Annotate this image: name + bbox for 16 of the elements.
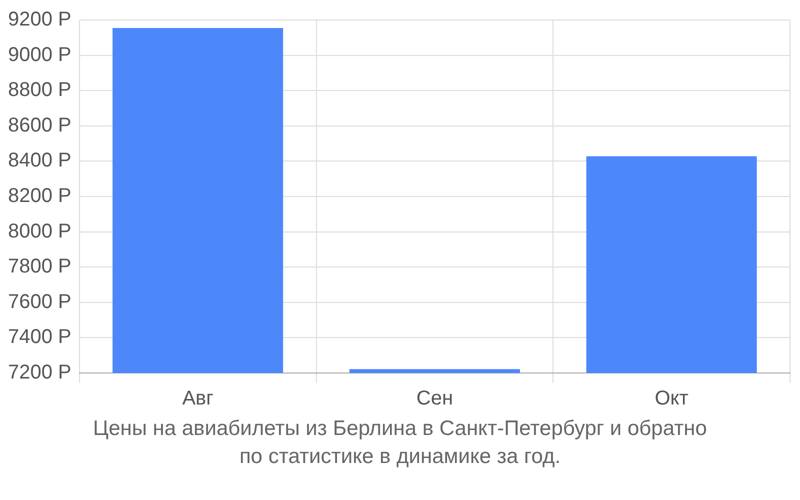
text: по статистике в динамике за год. [238,444,562,470]
y-tick-label: 9000 Р [8,44,72,66]
y-tick-label: 8600 Р [8,114,72,136]
x-tick-label: Окт [654,388,688,410]
x-tick-label: Сен [416,388,454,410]
y-tick-label: 8000 Р [8,220,72,242]
y-tick-label: 7200 Р [8,362,72,384]
x-tick-label: Авг [182,388,214,410]
y-tick-label: 7400 Р [8,326,72,348]
y-tick-label: 9200 Р [8,8,72,31]
y-tick-label: 8800 Р [8,79,72,102]
y-tick-label: 8200 Р [8,185,72,208]
y-tick-label: 7800 Р [8,256,72,278]
y-tick-label: 8400 Р [8,150,72,172]
text: Цены на авиабилеты из Берлина в Санкт-Петербург и обратно [92,416,708,442]
y-tick-label: 7600 Р [8,290,72,313]
